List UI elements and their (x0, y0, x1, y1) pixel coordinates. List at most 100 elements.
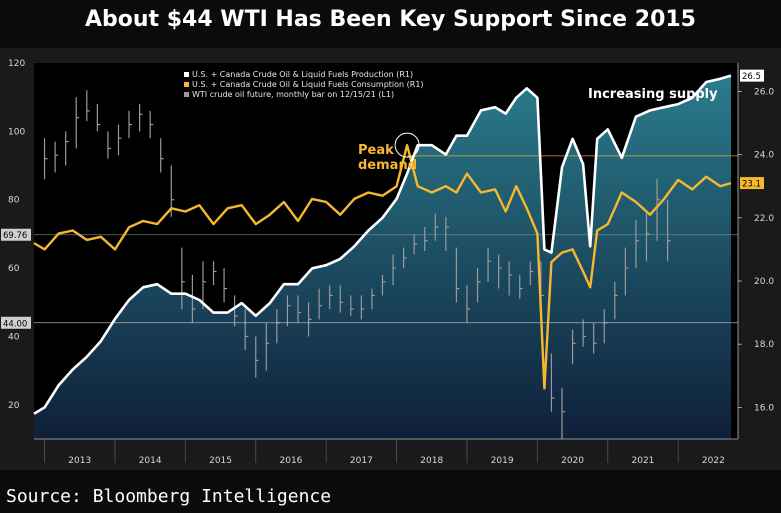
right-tick-label: 24.0 (754, 151, 774, 161)
wti-bar (635, 220, 639, 269)
x-tick-label: 2021 (632, 456, 655, 466)
wti-bar (466, 285, 470, 323)
wti-bar (498, 254, 502, 289)
legend-entry: WTI crude oil future, monthly bar on 12/… (192, 90, 394, 99)
chart: 69.76 44.00 20 40 60 80 100 120 16.0 18.0 20.0 22.… (0, 48, 781, 470)
reference-line-label: 44.00 (3, 319, 27, 329)
wti-bar (117, 124, 122, 156)
wti-bar (96, 104, 101, 132)
reference-line-tag (1, 316, 31, 329)
annotation-increasing-supply: Increasing supply (588, 87, 718, 102)
legend-box (178, 68, 478, 104)
wti-bar (656, 179, 661, 241)
left-tick-label: 20 (8, 401, 20, 411)
wti-bar (371, 288, 375, 310)
wti-bar (43, 138, 48, 180)
wti-bar (181, 247, 185, 310)
reference-line-tag (1, 228, 31, 241)
right-tick-label: 22.0 (754, 214, 774, 224)
wti-bar (160, 138, 164, 173)
x-tick-label: 2014 (139, 456, 162, 466)
wti-bar (65, 131, 69, 166)
left-tick-label: 100 (8, 127, 25, 137)
wti-bar (487, 247, 492, 282)
x-tick-label: 2017 (350, 456, 373, 466)
last-value-tag (740, 69, 764, 82)
last-value-label: 23.1 (742, 180, 761, 190)
legend-swatch (184, 92, 189, 97)
x-tick-label: 2020 (561, 456, 584, 466)
wti-bar (445, 216, 449, 251)
right-tick-label: 26.0 (754, 87, 774, 97)
wti-bar (329, 285, 333, 310)
wti-bar (550, 353, 555, 412)
source-note: Source: Bloomberg Intelligence (6, 486, 332, 507)
right-tick-label: 18.0 (754, 340, 774, 350)
x-tick-label: 2018 (420, 456, 443, 466)
wti-bar (202, 261, 206, 310)
wti-bar (413, 233, 418, 255)
x-tick-label: 2022 (702, 456, 725, 466)
wti-bar (455, 247, 460, 303)
wti-bar (318, 288, 323, 320)
wti-bar (593, 322, 597, 354)
wti-bar (255, 336, 259, 378)
x-tick-label: 2019 (491, 456, 514, 466)
wti-bar (212, 261, 217, 286)
wti-bar (582, 319, 587, 347)
wti-bar (139, 104, 143, 132)
wti-bar (381, 274, 386, 296)
annotation-demand: demand (358, 158, 417, 173)
right-tick-label: 20.0 (754, 277, 774, 287)
wti-bar (234, 295, 238, 327)
production-line (33, 74, 732, 415)
legend-swatch (184, 72, 189, 77)
last-value-tag (740, 177, 764, 190)
peak-demand-marker (394, 132, 420, 158)
wti-bar (307, 302, 312, 337)
wti-bar (666, 199, 671, 262)
wti-bar (86, 90, 90, 122)
wti-bar (571, 329, 576, 364)
wti-bar (107, 131, 111, 159)
wti-bar (339, 285, 344, 313)
annotation-peak: Peak (358, 143, 394, 158)
right-tick-label: 16.0 (754, 403, 774, 413)
wti-bar (645, 213, 650, 262)
wti-bar (191, 274, 196, 323)
left-tick-label: 60 (8, 264, 20, 274)
wti-bar (350, 295, 354, 316)
wti-bar (403, 247, 407, 269)
wti-bar (561, 387, 565, 439)
last-value-label: 26.5 (742, 72, 761, 82)
consumption-line (33, 144, 732, 390)
wti-bar (519, 274, 523, 299)
wti-bar (128, 110, 133, 139)
wti-bar (434, 213, 439, 241)
wti-bar (149, 110, 154, 139)
wti-bar (223, 268, 228, 303)
wti-bar (297, 295, 301, 323)
x-tick-label: 2015 (209, 456, 232, 466)
x-tick-label: 2016 (280, 456, 303, 466)
wti-bar (360, 295, 365, 320)
wti-bar (244, 309, 249, 351)
wti-bar (265, 322, 270, 371)
wti-bar (529, 261, 534, 286)
production-area (34, 75, 731, 439)
wti-bar (54, 141, 59, 173)
reference-line-label: 69.76 (3, 231, 27, 241)
wti-bar (286, 295, 291, 327)
legend-entry: U.S. + Canada Crude Oil & Liquid Fuels C… (192, 80, 424, 89)
wti-bar (476, 268, 481, 303)
left-tick-label: 80 (8, 196, 20, 206)
wti-bar (624, 247, 629, 296)
legend-entry: U.S. + Canada Crude Oil & Liquid Fuels P… (192, 70, 413, 79)
wti-bar (392, 254, 397, 286)
left-tick-label: 40 (8, 332, 20, 342)
left-tick-label: 120 (8, 59, 25, 69)
x-tick-label: 2013 (68, 456, 91, 466)
wti-bar (75, 97, 80, 149)
wti-bar (424, 227, 428, 251)
legend-swatch (184, 82, 189, 87)
